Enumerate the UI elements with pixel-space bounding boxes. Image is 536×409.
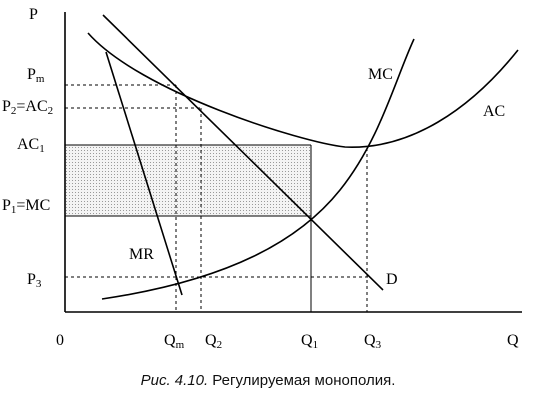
price-label-ac1: AC1: [17, 136, 45, 155]
shaded-loss-area: [65, 145, 311, 216]
mr-curve: [105, 51, 183, 296]
mc-curve: [101, 38, 415, 300]
quantity-label-q1: Q1: [301, 332, 318, 351]
price-label-pm: Pm: [27, 66, 45, 85]
x-axis-label: Q: [507, 332, 519, 349]
quantity-label-q2: Q2: [205, 332, 222, 351]
ac-curve-label: AC: [483, 103, 505, 120]
quantity-label-qm: Qm: [164, 332, 185, 351]
ac-curve: [87, 32, 519, 148]
mc-curve-label: MC: [368, 66, 393, 83]
price-label-p1-mc: P1=MC: [2, 197, 50, 216]
figure-caption: Рис. 4.10. Регулируемая монополия.: [0, 372, 536, 389]
demand-curve-label: D: [386, 271, 398, 288]
price-label-p3: P3: [27, 271, 42, 290]
caption-text: Регулируемая монополия.: [208, 372, 396, 389]
quantity-label-q3: Q3: [364, 332, 382, 351]
origin-label: 0: [56, 332, 64, 349]
demand-curve: [102, 14, 384, 291]
caption-prefix: Рис. 4.10.: [140, 372, 209, 389]
mr-curve-label: MR: [129, 246, 154, 263]
y-axis-label: P: [29, 6, 38, 23]
price-label-p2-ac2: P2=AC2: [2, 98, 53, 117]
